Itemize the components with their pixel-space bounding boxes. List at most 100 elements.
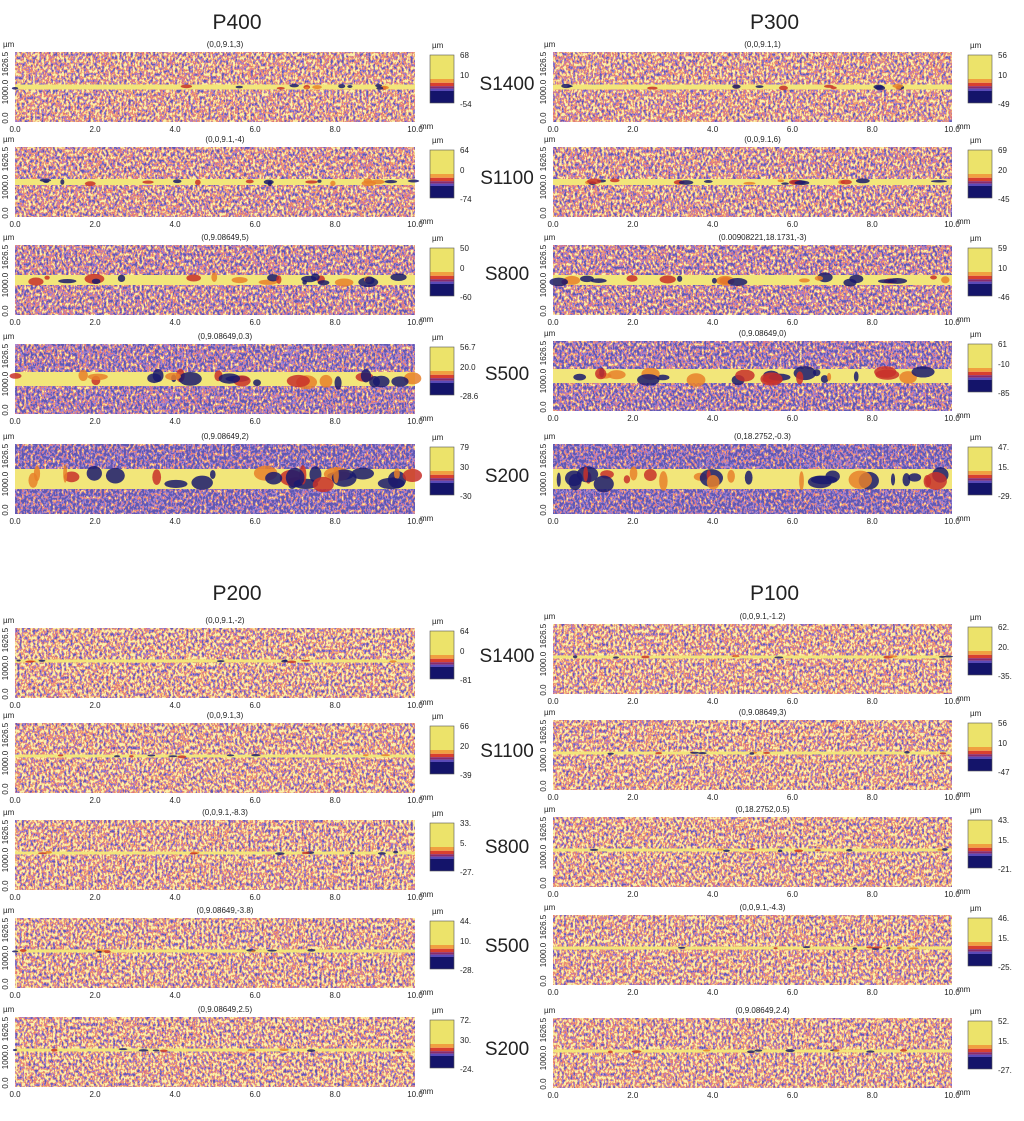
track-defect xyxy=(895,86,902,90)
colorbar-band xyxy=(430,474,454,479)
x-tick-label: 6.0 xyxy=(787,414,799,423)
colorbar-band xyxy=(968,248,992,272)
y-label: 1000.0 xyxy=(1,79,10,104)
y-label: 1000.0 xyxy=(1,272,10,297)
panel-header: (0,18.2752,0.5) xyxy=(735,805,790,814)
track-defect xyxy=(393,850,399,854)
track-defect xyxy=(265,471,283,485)
y-label: 1000.0 xyxy=(539,272,548,297)
height-map xyxy=(15,1017,415,1087)
colorbar-band xyxy=(430,480,454,483)
track-defect xyxy=(938,655,946,658)
x-tick-label: 4.0 xyxy=(707,988,719,997)
x-tick-label: 8.0 xyxy=(867,220,879,229)
colorbar-min: -39 xyxy=(460,771,472,780)
colorbar-min: -60 xyxy=(460,293,472,302)
colorbar-mid: 30 xyxy=(460,463,469,472)
x-tick-label: 0.0 xyxy=(9,1090,21,1099)
x-tick-label: 2.0 xyxy=(627,517,639,526)
colorbar-band xyxy=(430,750,454,754)
colorbar-band xyxy=(430,371,454,375)
track-defect xyxy=(573,373,587,381)
y-label: 0.0 xyxy=(1,207,10,219)
colorbar-band xyxy=(968,183,992,186)
colorbar-unit: µm xyxy=(432,712,444,721)
y-unit: µm xyxy=(3,135,15,144)
y-label: 1000.0 xyxy=(1,750,10,775)
colorbar-min: -28.6 xyxy=(460,392,479,401)
colorbar-band xyxy=(968,272,992,276)
track-defect xyxy=(63,471,80,483)
y-label: 0.0 xyxy=(539,207,548,219)
panel-header: (0,0,9.1,-4.3) xyxy=(740,903,786,912)
track-defect xyxy=(678,180,694,185)
scratch-track xyxy=(553,179,952,185)
colorbar-band xyxy=(968,820,992,844)
group-title: P300 xyxy=(750,11,799,34)
y-label: 0.0 xyxy=(539,780,548,792)
colorbar-band xyxy=(430,945,454,949)
track-defect xyxy=(802,946,811,949)
x-tick-label: 4.0 xyxy=(169,893,181,902)
colorbar-min: -29. xyxy=(998,492,1012,501)
track-defect xyxy=(716,848,724,851)
x-tick-label: 8.0 xyxy=(329,220,341,229)
track-defect xyxy=(762,751,771,754)
x-tick-label: 4.0 xyxy=(707,1091,719,1100)
track-defect xyxy=(659,471,668,491)
x-tick-label: 10.0 xyxy=(944,793,960,802)
colorbar-band xyxy=(430,850,454,855)
y-label: 1626.5 xyxy=(1,1016,10,1041)
colorbar-band xyxy=(968,756,992,759)
surface-map xyxy=(553,444,952,514)
colorbar xyxy=(429,630,455,680)
y-label: 0.0 xyxy=(1,688,10,700)
track-defect xyxy=(84,181,96,187)
x-tick-label: 6.0 xyxy=(787,318,799,327)
track-defect xyxy=(310,273,320,281)
track-defect xyxy=(347,85,353,88)
x-tick-label: 8.0 xyxy=(329,125,341,134)
panel-header: (0,9.08649,2.4) xyxy=(735,1006,790,1015)
x-unit: mm xyxy=(420,514,434,523)
colorbar-frame xyxy=(429,1019,455,1069)
y-label: 1000.0 xyxy=(539,942,548,967)
colorbar-band xyxy=(430,275,454,280)
x-tick-label: 8.0 xyxy=(867,517,879,526)
colorbar xyxy=(429,725,455,775)
x-tick-label: 10.0 xyxy=(407,1090,423,1099)
y-label: 1626.5 xyxy=(539,1017,548,1042)
colorbar-band xyxy=(968,79,992,83)
surface-map xyxy=(553,915,952,985)
colorbar-unit: µm xyxy=(970,806,982,815)
sample-label: S500 xyxy=(485,364,529,385)
colorbar-min: -28. xyxy=(460,966,474,975)
track-defect xyxy=(886,947,891,950)
x-unit: mm xyxy=(957,1088,971,1097)
x-tick-label: 4.0 xyxy=(169,318,181,327)
colorbar-min: -81 xyxy=(460,676,472,685)
x-tick-label: 6.0 xyxy=(249,517,261,526)
y-unit: µm xyxy=(3,332,15,341)
track-defect xyxy=(580,275,594,283)
x-tick-label: 8.0 xyxy=(329,991,341,1000)
track-defect xyxy=(276,87,285,90)
x-tick-label: 6.0 xyxy=(249,318,261,327)
colorbar-max: 69 xyxy=(998,146,1007,155)
track-defect xyxy=(286,374,310,388)
x-tick-label: 10.0 xyxy=(407,318,423,327)
x-tick-label: 10.0 xyxy=(407,701,423,710)
colorbar-unit: µm xyxy=(970,136,982,145)
track-defect xyxy=(195,179,201,186)
scratch-track xyxy=(15,1048,415,1052)
colorbar-min: -30 xyxy=(460,492,472,501)
track-defect xyxy=(28,277,44,286)
colorbar-unit: µm xyxy=(432,41,444,50)
height-map xyxy=(553,624,952,694)
track-defect xyxy=(186,274,201,282)
colorbar-max: 59 xyxy=(998,244,1007,253)
surface-map xyxy=(549,245,952,315)
track-defect xyxy=(360,369,372,383)
track-defect xyxy=(216,660,225,663)
sample-label: S800 xyxy=(485,264,529,285)
